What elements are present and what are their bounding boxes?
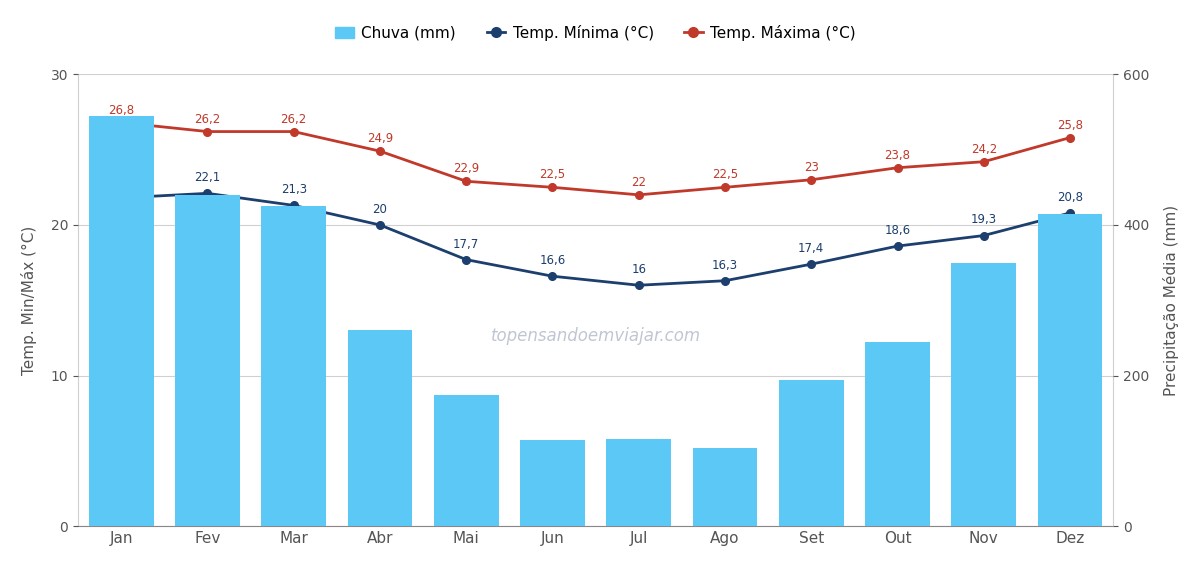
Text: 24,9: 24,9 (367, 132, 394, 145)
Text: 24,2: 24,2 (971, 143, 997, 156)
Text: 19,3: 19,3 (971, 214, 997, 226)
Text: 26,2: 26,2 (194, 112, 221, 125)
Bar (520, 441, 584, 526)
Text: 16,6: 16,6 (539, 254, 565, 267)
Text: 16: 16 (631, 263, 647, 276)
Text: 21,3: 21,3 (281, 183, 307, 196)
Bar (779, 380, 844, 526)
Text: 20,8: 20,8 (1057, 191, 1084, 204)
Bar (89, 116, 154, 526)
Text: 26,2: 26,2 (281, 112, 307, 125)
Text: 17,7: 17,7 (454, 238, 479, 251)
Text: 23,8: 23,8 (884, 149, 911, 162)
Y-axis label: Precipitação Média (mm): Precipitação Média (mm) (1163, 205, 1180, 396)
Bar (606, 439, 671, 526)
Text: 22,5: 22,5 (712, 168, 738, 181)
Text: 22: 22 (631, 176, 647, 189)
Text: 22,9: 22,9 (454, 162, 479, 175)
Text: 26,8: 26,8 (108, 104, 134, 116)
Bar (692, 448, 757, 526)
Text: 21,3: 21,3 (278, 224, 310, 237)
Bar (865, 342, 930, 526)
Text: topensandoemviajar.com: topensandoemviajar.com (491, 328, 701, 345)
Bar (175, 195, 240, 526)
Text: 20: 20 (372, 203, 388, 216)
Text: 23: 23 (804, 161, 818, 174)
Bar (348, 331, 413, 526)
Text: 20,8: 20,8 (1055, 232, 1086, 245)
Legend: Chuva (mm), Temp. Mínima (°C), Temp. Máxima (°C): Chuva (mm), Temp. Mínima (°C), Temp. Máx… (329, 19, 862, 47)
Text: 22,1: 22,1 (194, 171, 221, 184)
Text: 16,3: 16,3 (712, 259, 738, 272)
Text: 21,8: 21,8 (106, 134, 137, 147)
Bar (952, 263, 1016, 526)
Bar (262, 206, 326, 526)
Text: 22,5: 22,5 (540, 168, 565, 181)
Y-axis label: Temp. Min/Máx (°C): Temp. Min/Máx (°C) (20, 226, 37, 375)
Text: 18,6: 18,6 (884, 224, 911, 237)
Text: 17,4: 17,4 (798, 242, 824, 255)
Text: 25,8: 25,8 (1057, 119, 1084, 132)
Bar (1038, 214, 1103, 526)
Bar (434, 395, 498, 526)
Text: 22,1: 22,1 (192, 213, 223, 226)
Text: 21,8: 21,8 (108, 176, 134, 189)
